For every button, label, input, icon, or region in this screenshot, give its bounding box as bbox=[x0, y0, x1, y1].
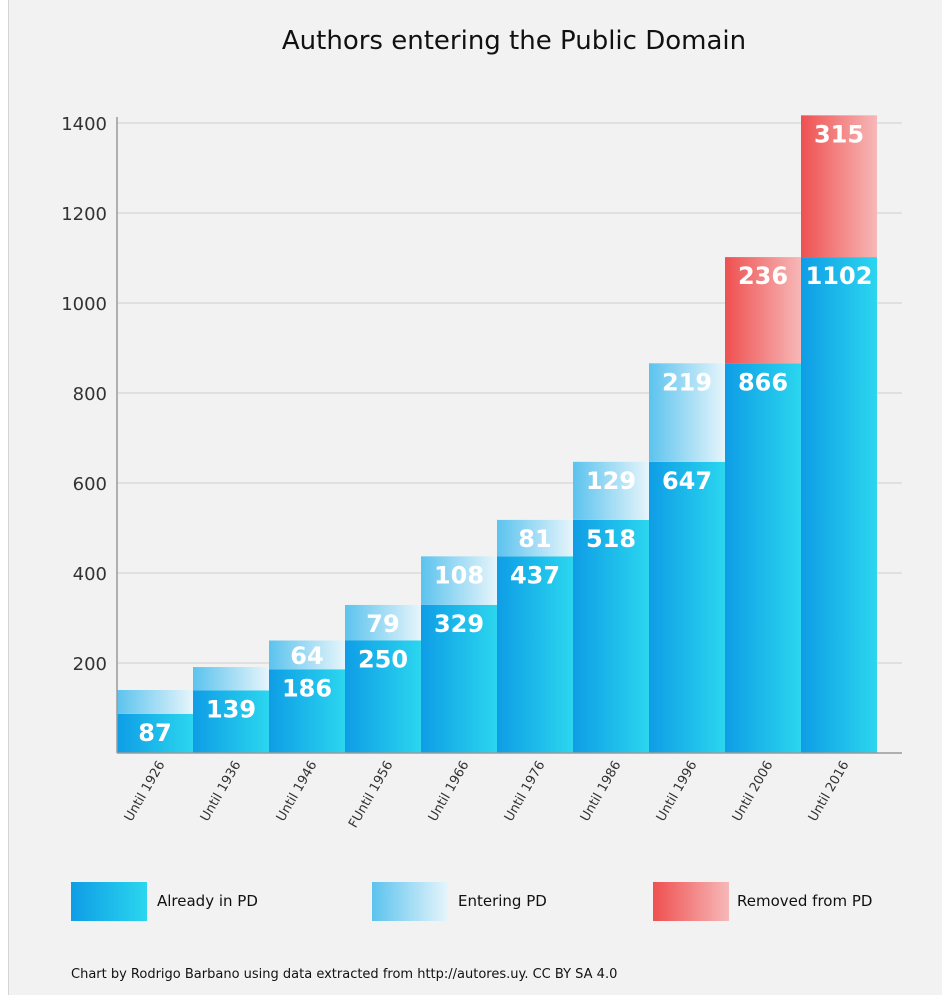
bar-already-in-pd bbox=[269, 669, 345, 753]
data-label: 219 bbox=[662, 368, 712, 396]
data-label: 81 bbox=[518, 525, 551, 553]
data-label: 437 bbox=[510, 561, 560, 589]
x-tick-label: Until 1926 bbox=[122, 759, 169, 825]
x-tick-label: Until 1986 bbox=[578, 759, 625, 825]
bar-already-in-pd bbox=[421, 604, 497, 753]
bar-entering-pd bbox=[269, 640, 345, 670]
legend-label: Already in PD bbox=[157, 892, 258, 910]
y-tick-label: 600 bbox=[73, 474, 107, 495]
data-label: 129 bbox=[586, 467, 636, 495]
bar-already-in-pd bbox=[345, 640, 421, 753]
y-tick-label: 1400 bbox=[61, 114, 107, 135]
data-label: 186 bbox=[282, 674, 332, 702]
chart-frame: Authors entering the Public Domain 87 139… bbox=[8, 0, 942, 995]
data-label: 87 bbox=[138, 719, 171, 747]
x-tick-label: Until 1946 bbox=[274, 759, 321, 825]
data-label: 64 bbox=[290, 642, 323, 670]
x-tick-label: Until 1996 bbox=[654, 759, 701, 825]
legend-swatch bbox=[372, 882, 448, 921]
data-label: 866 bbox=[738, 368, 788, 396]
legend-label: Entering PD bbox=[458, 892, 547, 910]
data-label: 108 bbox=[434, 561, 484, 589]
y-tick-label: 1000 bbox=[61, 294, 107, 315]
bar-removed-from-pd bbox=[801, 115, 877, 258]
data-label: 139 bbox=[206, 695, 256, 723]
bar-already-in-pd bbox=[497, 556, 573, 753]
y-tick-label: 800 bbox=[73, 384, 107, 405]
legend-swatch bbox=[71, 882, 147, 921]
legend: Already in PD Entering PD Removed from PD bbox=[71, 882, 872, 921]
bar-entering-pd bbox=[117, 690, 193, 714]
data-label: 79 bbox=[366, 610, 399, 638]
chart-credit: Chart by Rodrigo Barbano using data extr… bbox=[71, 967, 617, 982]
legend-swatch bbox=[653, 882, 729, 921]
bar-entering-pd bbox=[649, 363, 725, 462]
x-tick-label: Until 2016 bbox=[806, 759, 853, 825]
bar-already-in-pd bbox=[193, 690, 269, 753]
bar-already-in-pd bbox=[573, 519, 649, 753]
y-tick-label: 400 bbox=[73, 564, 107, 585]
y-tick-label: 1200 bbox=[61, 204, 107, 225]
x-tick-label: Until 1966 bbox=[426, 759, 473, 825]
gridlines bbox=[117, 122, 902, 664]
data-label: 315 bbox=[814, 120, 864, 148]
bar-removed-from-pd bbox=[725, 257, 801, 364]
bar-entering-pd bbox=[497, 519, 573, 557]
value-labels: 87 139 186 64 250 79 329 108 437 81 518 129 647 219 86… bbox=[138, 120, 873, 747]
x-tick-label: Until 1976 bbox=[502, 759, 549, 825]
bars bbox=[117, 115, 877, 753]
y-tick-label: 200 bbox=[73, 654, 107, 675]
bar-entering-pd bbox=[573, 461, 649, 520]
chart-canvas: Authors entering the Public Domain 87 139… bbox=[61, 26, 902, 982]
data-label: 647 bbox=[662, 467, 712, 495]
data-label: 236 bbox=[738, 262, 788, 290]
bar-already-in-pd bbox=[117, 713, 193, 753]
x-tick-label: Until 1936 bbox=[198, 759, 245, 825]
data-label: 329 bbox=[434, 610, 484, 638]
x-tick-label: Until 2006 bbox=[730, 759, 777, 825]
bar-entering-pd bbox=[421, 556, 497, 605]
bar-already-in-pd bbox=[801, 257, 877, 753]
chart-title: Authors entering the Public Domain bbox=[282, 26, 746, 56]
data-label: 250 bbox=[358, 646, 408, 674]
data-label: 518 bbox=[586, 525, 636, 553]
data-label: 1102 bbox=[806, 262, 873, 290]
legend-label: Removed from PD bbox=[737, 892, 872, 910]
bar-entering-pd bbox=[193, 667, 269, 691]
bar-already-in-pd bbox=[649, 461, 725, 753]
bar-entering-pd bbox=[345, 604, 421, 641]
bar-already-in-pd bbox=[725, 363, 801, 753]
x-tick-label: FUntil 1956 bbox=[346, 759, 396, 831]
